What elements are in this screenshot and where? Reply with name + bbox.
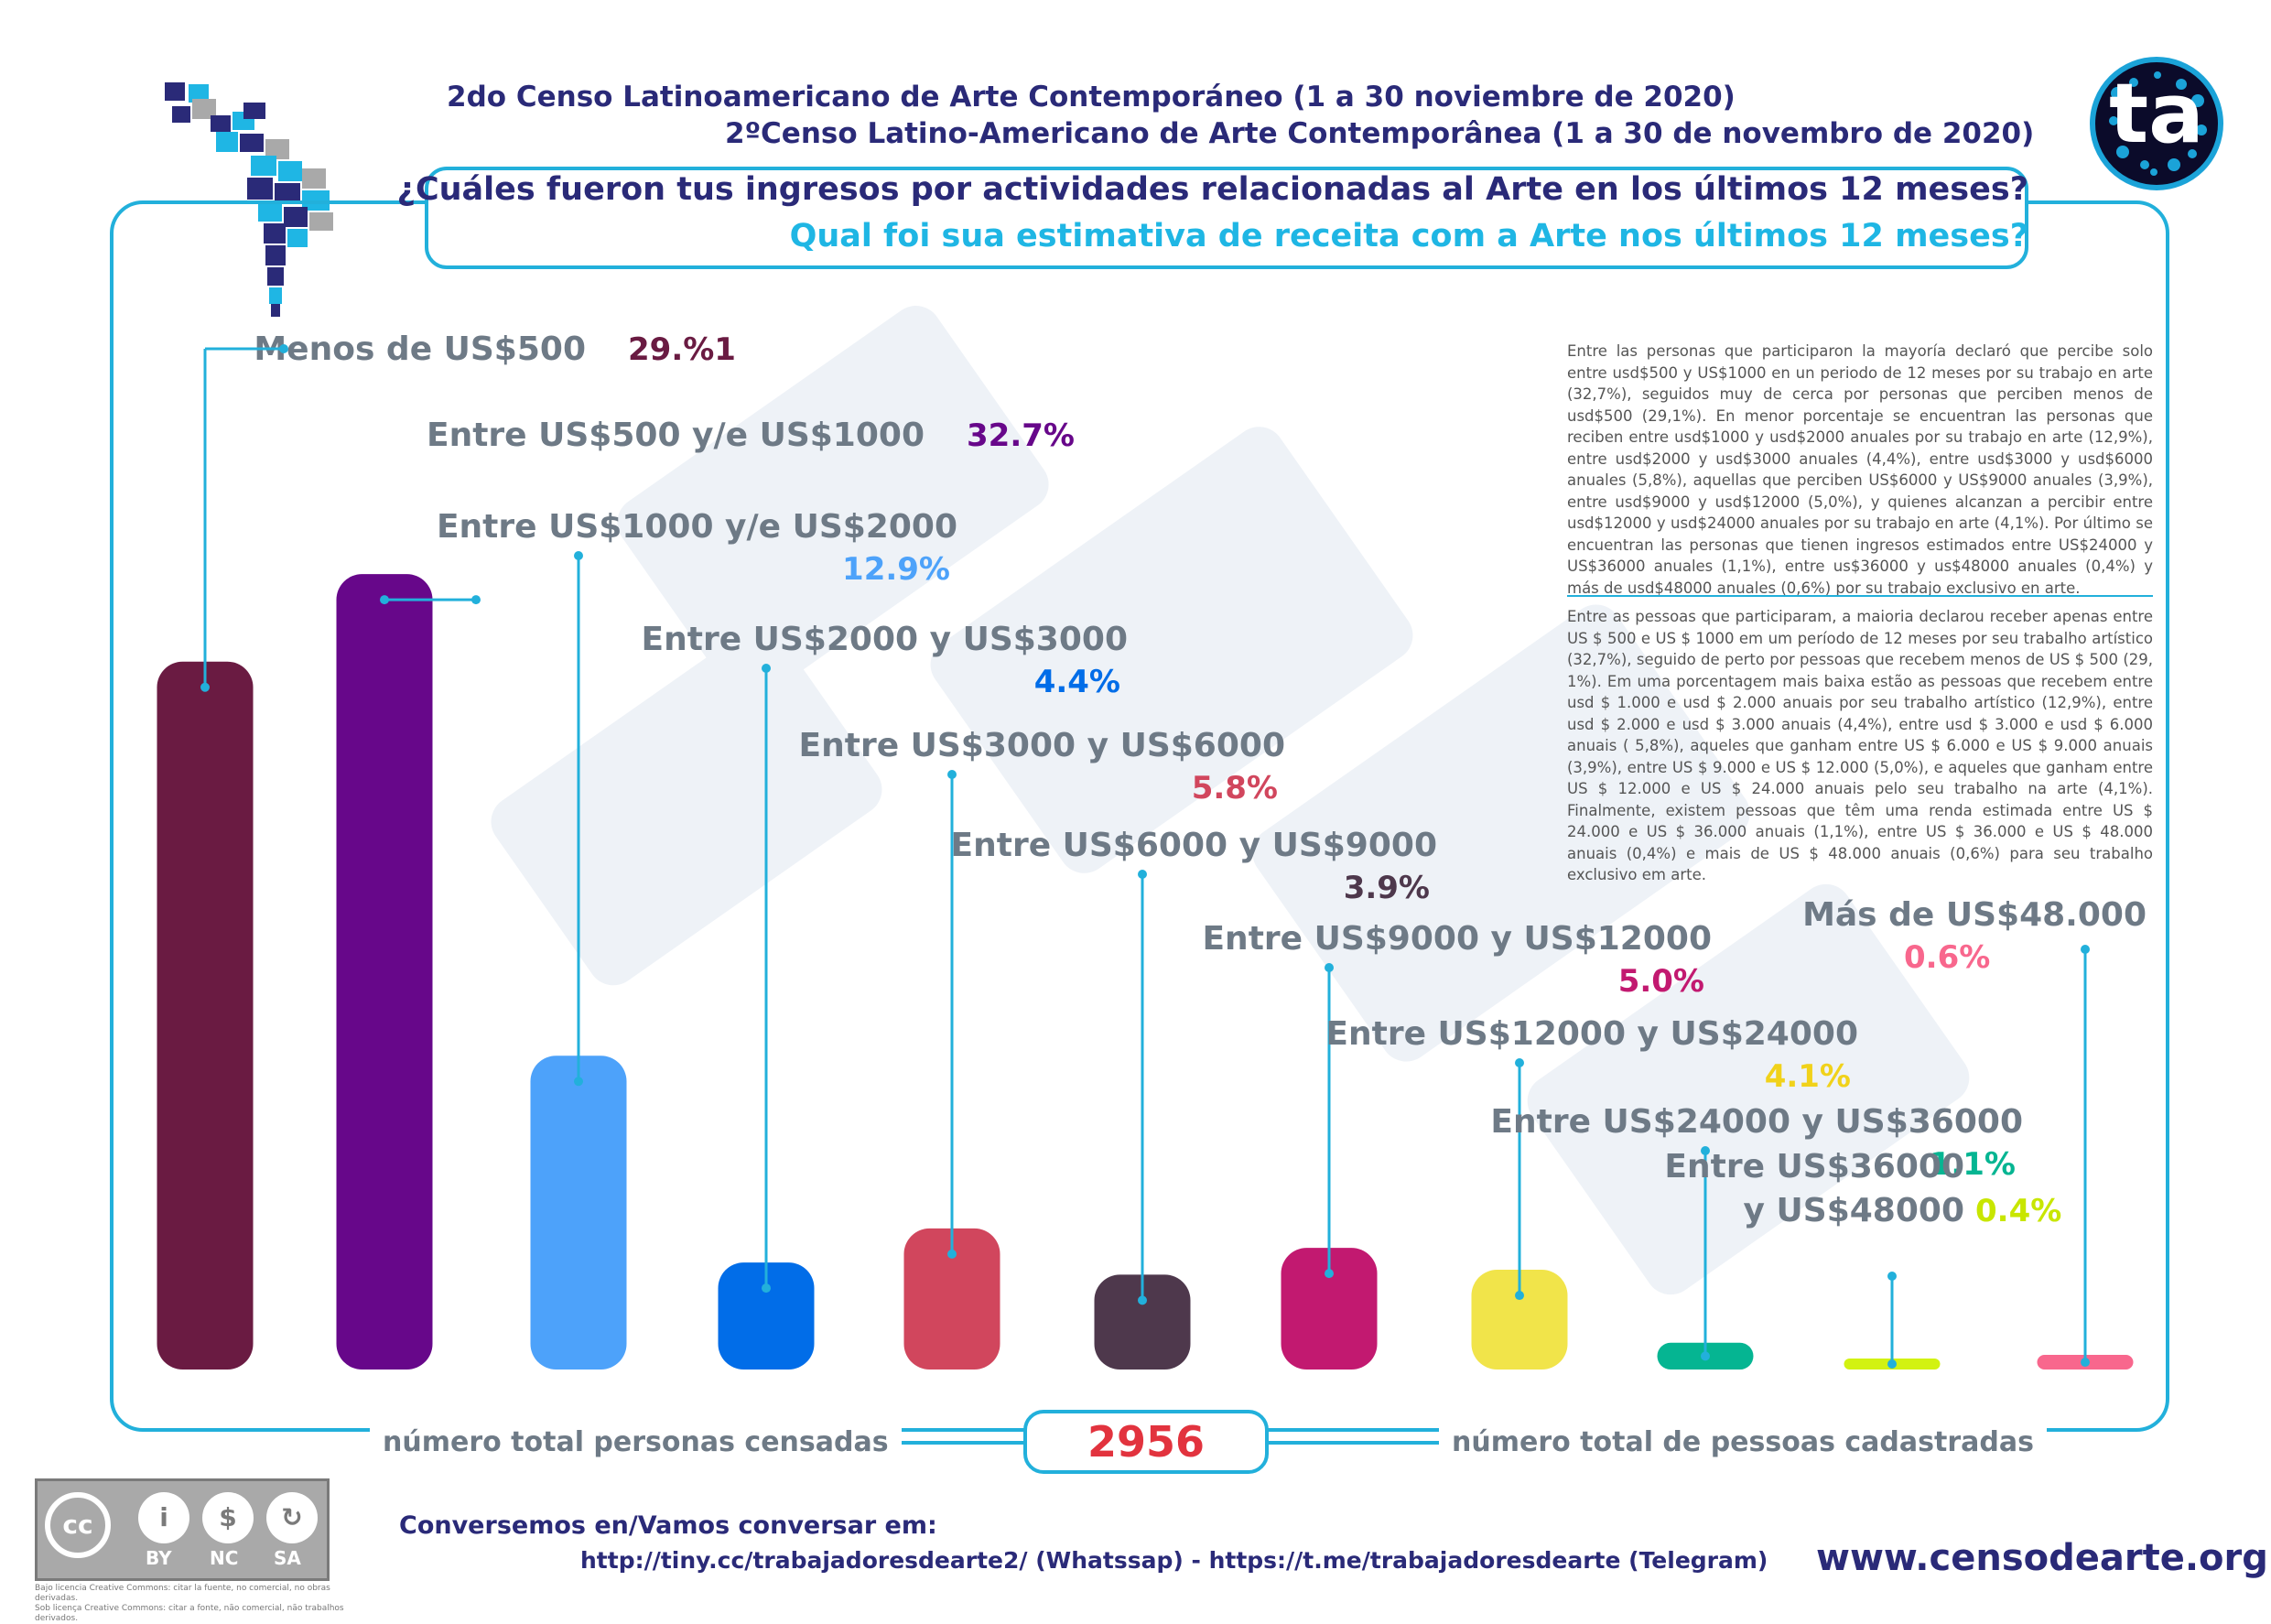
- leader-dot: [1515, 1058, 1524, 1067]
- category-label: Entre US$36000: [1664, 1148, 1964, 1186]
- total-value: 2956: [1087, 1417, 1206, 1467]
- cc-note-es: Bajo licencia Creative Commons: citar la…: [35, 1584, 330, 1603]
- value-label: 1.1%: [1930, 1146, 2016, 1183]
- bar: [903, 1228, 1000, 1370]
- cc-note: Bajo licencia Creative Commons: citar la…: [35, 1584, 346, 1624]
- category-label: y US$48000: [1744, 1192, 1964, 1229]
- question-box: [425, 167, 2028, 269]
- cc-by-label: BY: [146, 1547, 172, 1569]
- cc-sa-label: SA: [274, 1547, 301, 1569]
- category-label: Entre US$12000 y US$24000: [1325, 1015, 1858, 1053]
- category-label: Entre US$500 y/e US$1000: [427, 417, 925, 454]
- attribution-icon: i: [138, 1492, 189, 1543]
- value-label: 0.4%: [1975, 1193, 2061, 1229]
- creative-commons-badge: cc i $ ↻ BY NC SA: [35, 1478, 330, 1581]
- bar: [336, 574, 433, 1370]
- leader-dot: [471, 595, 481, 605]
- noncommercial-icon: $: [202, 1492, 254, 1543]
- latin-america-map-icon: [165, 82, 333, 317]
- leader-dot: [1138, 870, 1147, 879]
- category-label: Entre US$24000 y US$36000: [1490, 1103, 2023, 1141]
- leader-dot: [1325, 963, 1334, 972]
- bar: [157, 661, 254, 1370]
- category-label: Entre US$9000 y US$12000: [1202, 920, 1712, 958]
- cc-icon: cc: [45, 1492, 111, 1558]
- leader-dot: [762, 664, 771, 673]
- category-label: Entre US$3000 y US$6000: [799, 727, 1285, 764]
- bar: [530, 1056, 627, 1370]
- total-label-es: número total personas censadas: [370, 1426, 902, 1458]
- value-label: 0.6%: [1904, 939, 1990, 976]
- description-pt: Entre as pessoas que participaram, a mai…: [1567, 608, 2153, 883]
- value-label: 5.8%: [1192, 770, 1278, 807]
- value-label: 5.0%: [1618, 963, 1704, 1000]
- leader-dot: [2081, 945, 2090, 954]
- website-link[interactable]: www.censodearte.org: [1816, 1537, 2268, 1579]
- logo-text: ta: [2109, 66, 2204, 162]
- leader-dot: [279, 344, 288, 353]
- census-title-es: 2do Censo Latinoamericano de Arte Contem…: [447, 81, 1736, 114]
- value-label: 32.7%: [967, 417, 1075, 454]
- description-es: Entre las personas que participaron la m…: [1567, 342, 2153, 597]
- leader-dot: [1701, 1146, 1710, 1155]
- value-label: 12.9%: [842, 551, 950, 588]
- total-line-right: [1269, 1441, 1443, 1445]
- census-title-pt: 2ºCenso Latino-Americano de Arte Contemp…: [725, 117, 2035, 150]
- cc-note-pt: Sob licença Creative Commons: citar a fo…: [35, 1604, 344, 1623]
- bar: [1471, 1270, 1568, 1370]
- conversation-label: Conversemos en/Vamos conversar em:: [399, 1511, 937, 1540]
- leader-dot: [1887, 1272, 1897, 1281]
- contact-links[interactable]: http://tiny.cc/trabajadoresdearte2/ (Wha…: [580, 1547, 1768, 1574]
- bar: [1094, 1274, 1191, 1370]
- category-label: Menos de US$500: [254, 330, 586, 368]
- question-es: ¿Cuáles fueron tus ingresos por activida…: [396, 171, 2028, 208]
- value-label: 3.9%: [1344, 870, 1430, 906]
- bar: [718, 1262, 815, 1370]
- leader-dot: [947, 770, 957, 779]
- total-box: [1023, 1410, 1269, 1474]
- category-label: Entre US$1000 y/e US$2000: [437, 508, 957, 546]
- cc-nc-label: NC: [210, 1547, 239, 1569]
- value-label: 4.4%: [1034, 664, 1120, 700]
- value-label: 4.1%: [1765, 1058, 1851, 1095]
- category-label: Más de US$48.000: [1802, 896, 2147, 934]
- category-label: Entre US$2000 y US$3000: [642, 621, 1128, 658]
- question-pt: Qual foi sua estimativa de receita com a…: [789, 218, 2028, 254]
- leader-dot: [574, 551, 583, 560]
- total-label-pt: número total de pessoas cadastradas: [1439, 1426, 2047, 1458]
- total-line-left: [874, 1441, 1023, 1445]
- ta-logo: ta: [2090, 57, 2223, 190]
- category-label: Entre US$6000 y US$9000: [951, 827, 1437, 864]
- bar: [1281, 1248, 1378, 1370]
- description-divider: [1567, 595, 2153, 597]
- value-label: 29.%1: [628, 331, 736, 368]
- sharealike-icon: ↻: [266, 1492, 318, 1543]
